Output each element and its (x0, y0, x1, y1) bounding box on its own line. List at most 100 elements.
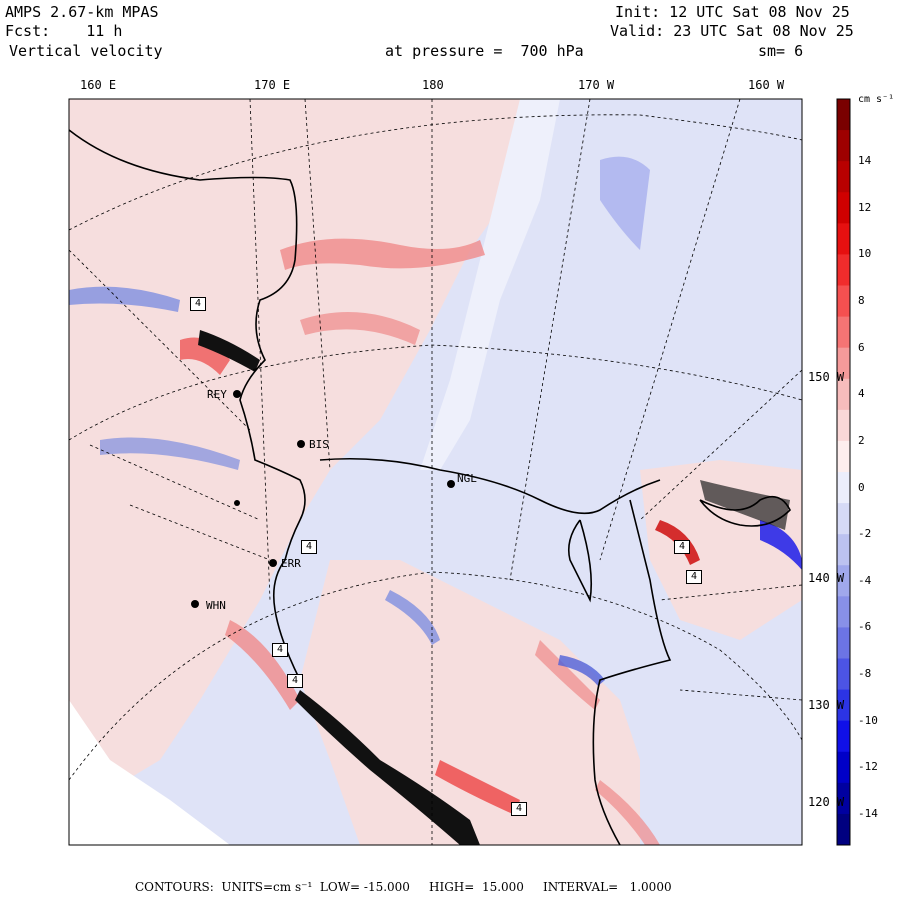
contour-info: CONTOURS: UNITS=cm s⁻¹ LOW= -15.000 HIGH… (135, 880, 672, 894)
colorbar-swatch (837, 813, 850, 846)
station-label-whn: WHN (206, 599, 226, 612)
extremum-label: 4 (301, 540, 317, 554)
extremum-label: 4 (190, 297, 206, 311)
extremum-label: 4 (686, 570, 702, 584)
extremum-label: 4 (287, 674, 303, 688)
smoothing: sm= 6 (758, 42, 804, 60)
colorbar-swatch (837, 503, 850, 535)
near-zero-band (420, 99, 560, 470)
map-field (69, 99, 802, 845)
colorbar-swatch (837, 409, 850, 442)
extremum-label: 4 (272, 643, 288, 657)
colorbar-swatch (837, 223, 850, 255)
lat-label-140w: 140 W (808, 571, 845, 585)
colorbar-level-label: 4 (858, 387, 865, 401)
steep-terrain-band (198, 330, 260, 372)
colorbar-swatch (837, 316, 850, 349)
colorbar-swatch (837, 99, 850, 131)
lat-label-150w: 150 W (808, 370, 845, 384)
lon-label-170e: 170 E (254, 78, 291, 92)
colorbar-level-label: -2 (858, 527, 872, 541)
colorbar-level-label: 2 (858, 433, 865, 447)
colorbar-units: cm s⁻¹ (858, 94, 895, 105)
colorbar-swatch (837, 627, 850, 659)
colorbar-swatch (837, 472, 850, 504)
station-dot-bis (297, 440, 305, 448)
colorbar-level-label: 8 (858, 294, 865, 308)
station-dot-ngl (447, 480, 455, 488)
colorbar-swatch (837, 720, 850, 753)
lat-label-130w: 130 W (808, 698, 845, 712)
colorbar-level-label: -6 (858, 620, 872, 634)
latitude-circle (69, 344, 802, 441)
colorbar-level-label: -8 (858, 667, 872, 681)
blue-streak (760, 520, 802, 570)
colorbar-swatch (837, 378, 850, 411)
colorbar-swatch (837, 347, 850, 380)
colorbar-swatch (837, 782, 850, 815)
colorbar-swatch (837, 658, 850, 691)
colorbar-swatch (837, 596, 850, 628)
positive-region-west (69, 99, 530, 800)
colorbar-swatch (837, 192, 850, 224)
station-dot-rey (233, 390, 241, 398)
red-streak (435, 760, 520, 815)
extremum-label: 4 (674, 540, 690, 554)
latitude-circle (69, 571, 802, 781)
lon-label-170w: 170 W (578, 78, 615, 92)
lon-label-160w: 160 W (748, 78, 785, 92)
colorbar-swatch (837, 689, 850, 722)
colorbar-level-label: 0 (858, 480, 865, 494)
blue-streak (69, 286, 180, 312)
extremum-label: 4 (511, 802, 527, 816)
blue-streak (385, 590, 440, 645)
meridian-line (129, 504, 271, 561)
blank-corner (69, 700, 230, 845)
red-streak (595, 780, 660, 845)
coastline-island (567, 519, 593, 603)
model-title: AMPS 2.67-km MPAS (5, 3, 159, 21)
coastline (69, 129, 791, 845)
meridian-line (679, 689, 802, 701)
colorbar-level-label: 12 (858, 200, 872, 214)
red-streak (535, 640, 600, 710)
colorbar-swatch (837, 161, 850, 193)
station-markers (191, 390, 455, 608)
station-dot-whn (191, 600, 199, 608)
coastline-west (69, 129, 306, 681)
meridian-line (69, 249, 251, 431)
colorbar-level-label: -12 (858, 760, 878, 774)
lon-label-180: 180 (422, 78, 444, 92)
meridian-line (304, 99, 331, 471)
colorbar-level-label: 10 (858, 247, 872, 261)
lon-label-160e: 160 E (80, 78, 117, 92)
lat-label-120w: 120 W (808, 795, 845, 809)
blue-streak (100, 437, 240, 470)
colorbar-level-label: -4 (858, 573, 872, 587)
field-name: Vertical velocity (9, 42, 163, 60)
colorbar-swatch (837, 565, 850, 597)
red-streak (300, 312, 420, 345)
meridian-line (639, 369, 802, 521)
red-streak (225, 620, 300, 710)
graticule (69, 99, 802, 845)
station-dot-unnamed (234, 500, 240, 506)
coastline-east (592, 499, 672, 845)
init-time: Init: 12 UTC Sat 08 Nov 25 (615, 3, 850, 21)
meridian-line (89, 444, 261, 521)
latitude-circle (69, 114, 802, 231)
coastline-island (699, 495, 791, 527)
red-streak (280, 238, 485, 270)
blue-streak (600, 156, 650, 250)
station-label-rey: REY (207, 388, 227, 401)
colorbar-swatch (837, 534, 850, 566)
meridian-line (599, 99, 741, 561)
colorbar (837, 99, 850, 846)
map-frame (68, 98, 803, 846)
station-label-bis: BIS (309, 438, 329, 451)
station-label-err: ERR (281, 557, 301, 570)
valid-time: Valid: 23 UTC Sat 08 Nov 25 (610, 22, 854, 40)
colorbar-swatch (837, 440, 850, 473)
forecast-hour: Fcst: 11 h (5, 22, 123, 40)
